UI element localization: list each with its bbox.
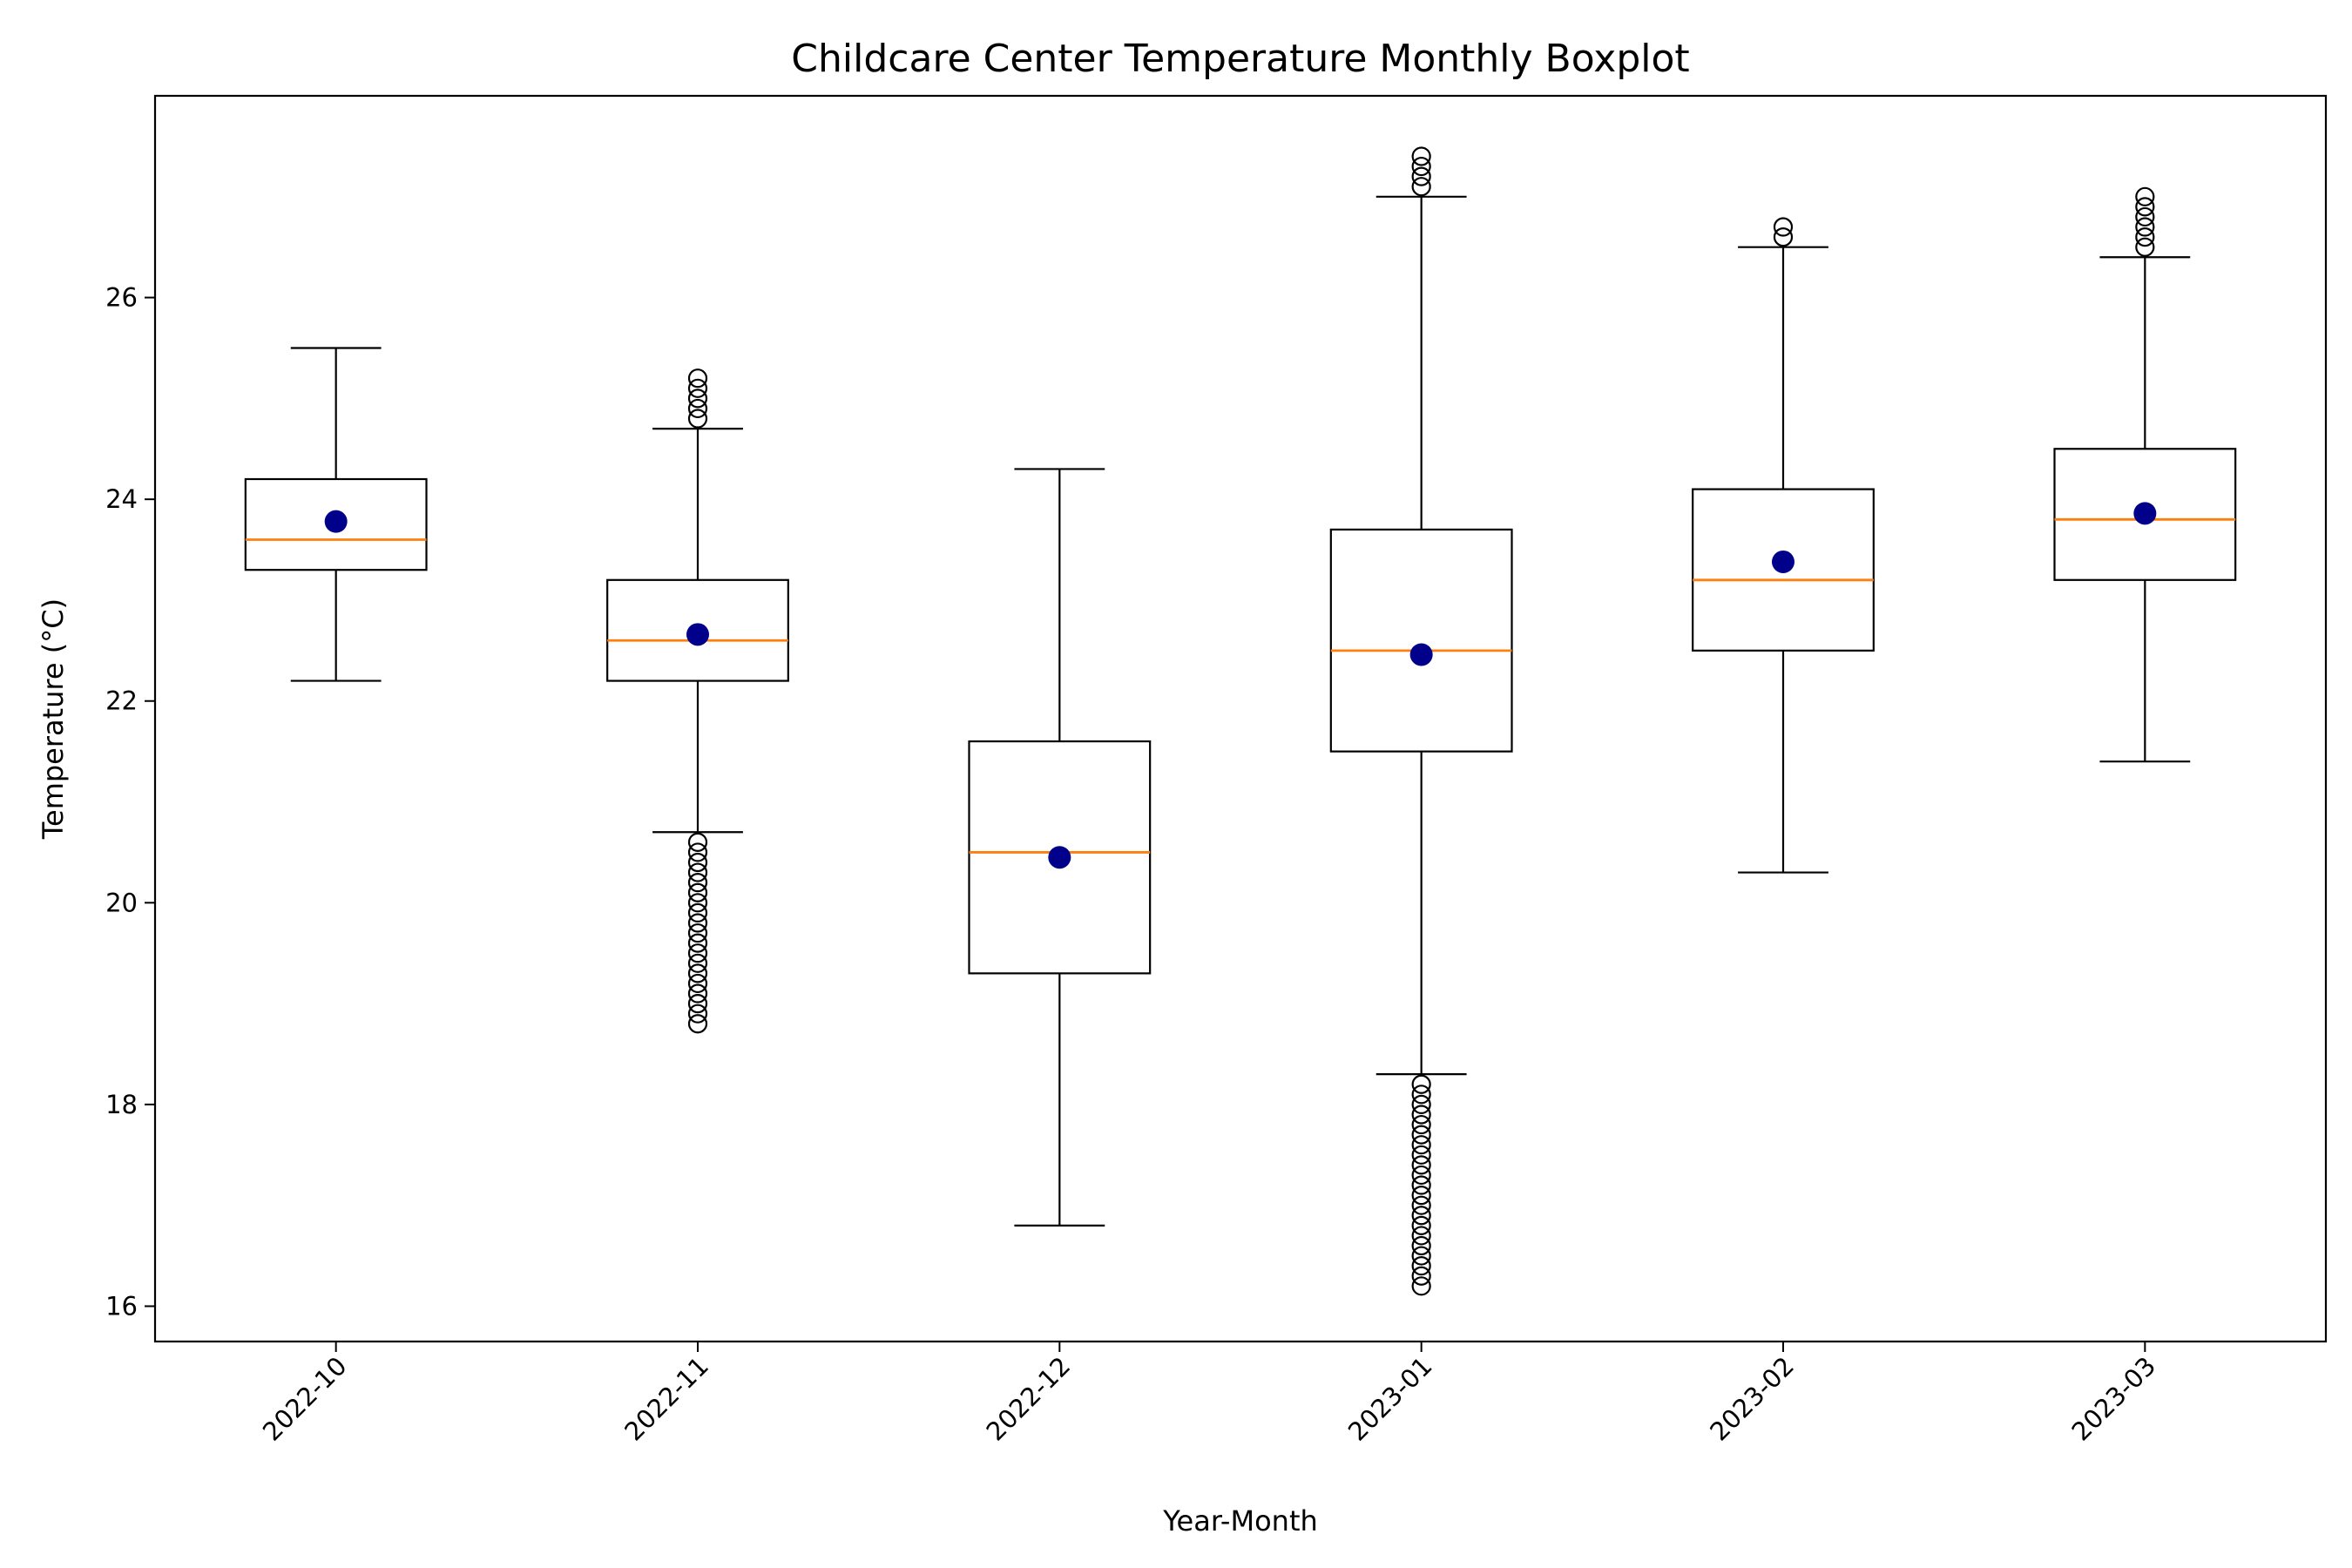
x-axis-label: Year-Month	[1162, 1504, 1318, 1538]
mean-point	[324, 510, 348, 533]
outlier-point	[1411, 1235, 1431, 1256]
outlier-point	[2135, 206, 2155, 227]
outlier-point	[1411, 1135, 1431, 1155]
outlier-point	[1411, 1085, 1431, 1105]
outlier-point	[1411, 1215, 1431, 1235]
outlier-point	[687, 409, 708, 429]
outlier-point	[2135, 237, 2155, 257]
outlier-point	[687, 398, 708, 419]
outlier-point	[687, 933, 708, 953]
outlier-point	[687, 389, 708, 409]
outlier-point	[1411, 1105, 1431, 1125]
plot-frame	[153, 94, 2328, 1343]
y-tick-label: 24	[105, 484, 138, 514]
outlier-point	[687, 873, 708, 893]
outlier-point	[2135, 186, 2155, 206]
outlier-point	[687, 943, 708, 963]
outlier-point	[1411, 1125, 1431, 1145]
outlier-point	[687, 994, 708, 1014]
outlier-point	[687, 378, 708, 398]
outlier-point	[1773, 217, 1794, 237]
outlier-point	[1411, 166, 1431, 186]
outlier-point	[2135, 217, 2155, 237]
outlier-point	[1411, 1195, 1431, 1215]
outlier-point	[1411, 1256, 1431, 1276]
outlier-point	[1411, 1266, 1431, 1286]
outlier-point	[1411, 1094, 1431, 1114]
outlier-point	[687, 963, 708, 983]
chart-title: Childcare Center Temperature Monthly Box…	[791, 37, 1689, 81]
outlier-point	[687, 832, 708, 852]
outlier-point	[687, 1004, 708, 1024]
box-group	[606, 368, 789, 1034]
outlier-point	[1411, 1114, 1431, 1135]
box-group	[968, 468, 1152, 1227]
outlier-point	[1411, 1246, 1431, 1266]
mean-point	[1409, 643, 1433, 666]
outlier-point	[687, 368, 708, 389]
outlier-point	[687, 953, 708, 973]
outlier-point	[1411, 1165, 1431, 1186]
outlier-point	[687, 893, 708, 913]
outlier-point	[1411, 1155, 1431, 1175]
mean-point	[1772, 550, 1794, 573]
box-group	[1692, 217, 1875, 874]
y-axis-label: Temperature (°C)	[37, 598, 70, 840]
outlier-point	[687, 852, 708, 873]
iqr-box	[1329, 528, 1513, 753]
outlier-point	[2135, 227, 2155, 247]
outlier-point	[1411, 1226, 1431, 1246]
y-tick-label: 26	[105, 283, 138, 313]
outlier-point	[2135, 197, 2155, 217]
outlier-point	[1411, 1175, 1431, 1195]
outlier-point	[687, 923, 708, 943]
outlier-point	[687, 842, 708, 862]
outlier-point	[687, 1014, 708, 1034]
box-group	[2053, 186, 2237, 763]
y-tick-label: 18	[105, 1090, 138, 1119]
outlier-point	[1411, 177, 1431, 197]
outlier-point	[1411, 1145, 1431, 1165]
y-tick-label: 22	[105, 686, 138, 716]
box-group	[1329, 146, 1513, 1296]
outlier-point	[1411, 1276, 1431, 1296]
outlier-point	[1411, 146, 1431, 166]
outlier-point	[687, 913, 708, 933]
outlier-point	[687, 973, 708, 994]
outlier-point	[687, 983, 708, 1004]
outlier-point	[1411, 1186, 1431, 1206]
y-axis: 16 18 20 22 24 26	[105, 283, 155, 1321]
y-tick-label: 20	[105, 888, 138, 917]
mean-point	[2133, 502, 2157, 525]
outlier-point	[687, 862, 708, 882]
mean-point	[686, 623, 709, 646]
mean-point	[1048, 846, 1071, 869]
outlier-point	[687, 882, 708, 902]
outlier-point	[687, 902, 708, 923]
outlier-point	[1773, 227, 1794, 247]
outlier-point	[1411, 156, 1431, 177]
outlier-point	[1411, 1074, 1431, 1094]
box-group	[244, 347, 428, 682]
outlier-point	[1411, 1206, 1431, 1226]
y-tick-label: 16	[105, 1291, 138, 1321]
